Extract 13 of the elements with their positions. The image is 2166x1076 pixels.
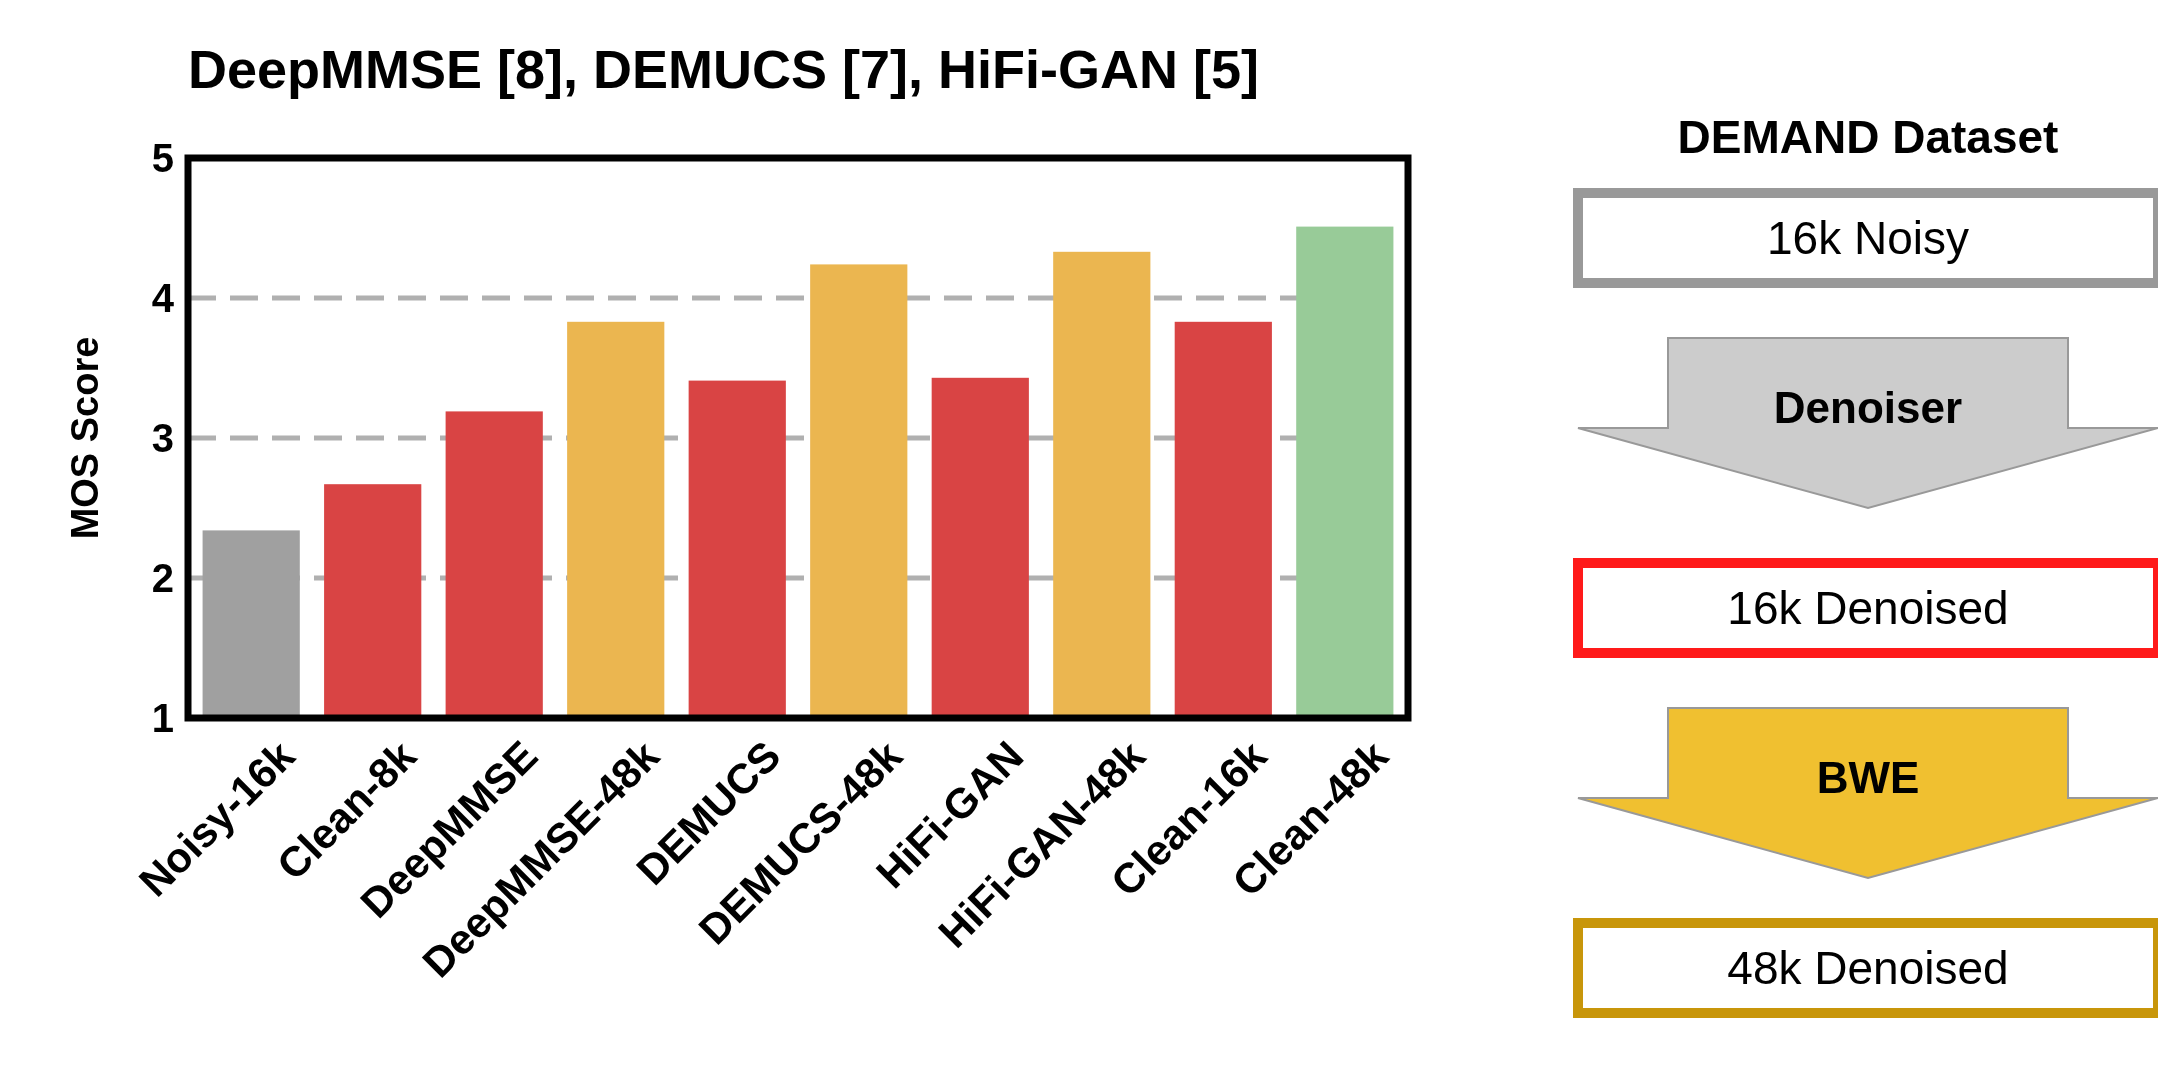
text: DEMAND Dataset bbox=[1677, 111, 2059, 163]
y-tick-label: 2 bbox=[151, 556, 174, 600]
text: 16k Denoised bbox=[1727, 582, 2009, 635]
chart-title: DeepMMSE [8], DEMUCS [7], HiFi-GAN [5] bbox=[188, 39, 1260, 99]
text: Denoiser bbox=[1773, 383, 1963, 433]
text: 48k Denoised bbox=[1727, 942, 2009, 995]
y-tick-label: 3 bbox=[151, 416, 174, 460]
y-tick-label: 4 bbox=[151, 276, 175, 320]
text: BWE bbox=[1816, 753, 1920, 803]
text: 16k Noisy bbox=[1767, 212, 1969, 265]
y-axis-title: MOS Score bbox=[64, 336, 106, 540]
y-tick-label: 5 bbox=[151, 136, 174, 180]
y-tick-label: 1 bbox=[151, 696, 174, 740]
